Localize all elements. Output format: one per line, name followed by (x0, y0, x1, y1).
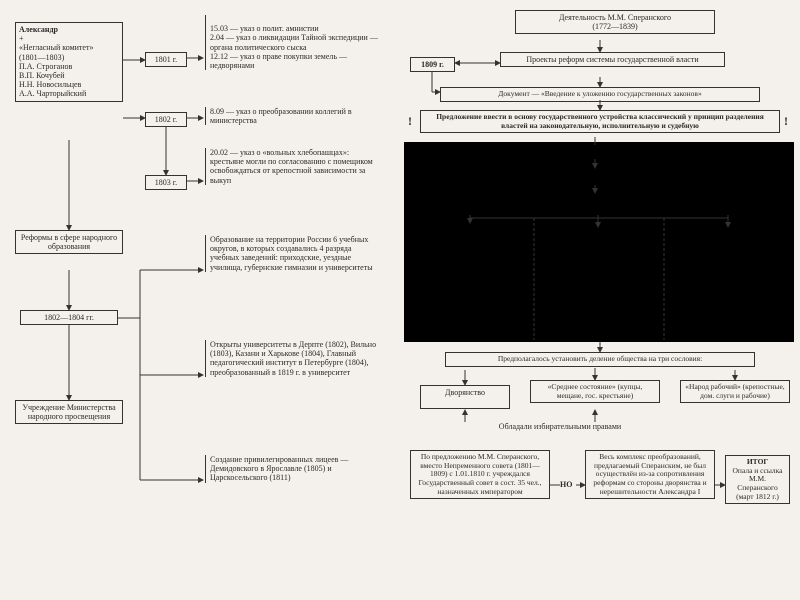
estate-3: «Народ рабочий» (крепостные, дом. слуги … (680, 380, 790, 403)
year-1802-1804: 1802—1804 гг. (20, 310, 118, 325)
estates-intro: Предполагалось установить деление общест… (445, 352, 755, 367)
no-label: НО (560, 480, 572, 489)
decree-1802: 8.09 — указ о преобразовании коллегий в … (205, 107, 380, 125)
council-box: Государственный совет — законодательно-с… (475, 193, 720, 216)
alex-names: П.А. Строганов В.П. Кочубей Н.Н. Новосил… (19, 62, 119, 99)
decree-1803: 20.02 — указ о «вольных хлебопашцах»: кр… (205, 148, 380, 185)
alex-title: Александр (19, 25, 119, 34)
year-1801: 1801 г. (145, 52, 187, 67)
emperor-box: Император (555, 168, 635, 186)
col1-1: Губернское управление (410, 255, 528, 270)
alex-years: (1801—1803) (19, 53, 119, 62)
col1-2: Окружное управление (410, 277, 528, 292)
estate-2: «Среднее состояние» (купцы, мещане, гос.… (530, 380, 660, 403)
excl-left: ! (408, 115, 412, 129)
col2-2: Окружная дума (540, 277, 658, 292)
alex-sub: «Негласный комитет» (19, 43, 119, 52)
col2-1: Губернская дума (540, 255, 658, 270)
spk-years: (1772—1839) (519, 22, 711, 31)
col3-label: Судебная власть (670, 320, 788, 329)
decree-1802-text: 8.09 — указ о преобразовании коллегий в … (210, 107, 352, 125)
decree-1801-text: 15.03 — указ о полит. амнистии 2.04 — ук… (210, 24, 378, 70)
offer-box: Предложение ввести в основу государствен… (420, 110, 780, 133)
excl-right: ! (784, 115, 788, 129)
edu-text-2: Открыты университеты в Дерпте (1802), Ви… (205, 340, 380, 377)
col3-3: Волостной суд (670, 299, 788, 314)
col3-1: Губернский суд (670, 255, 788, 270)
decree-1803-text: 20.02 — указ о «вольных хлебопашцах»: кр… (210, 148, 373, 185)
edu-reform-box: Реформы в сфере народного образования (15, 230, 123, 254)
year-1803: 1803 г. (145, 175, 187, 190)
alex-plus: + (19, 34, 119, 43)
alexander-box: Александр + «Негласный комитет» (1801—18… (15, 22, 123, 102)
col3-2: Окружной суд (670, 277, 788, 292)
edu-text-1: Образование на территории России 6 учебн… (205, 235, 380, 272)
col3-0: Судебный Сенат (670, 227, 788, 242)
itog-t: Опала и ссылка М.М. Сперанского (март 18… (729, 467, 786, 502)
proekt-box: ПРОЕКТ (565, 145, 625, 158)
ministry-box: Учреждение Министерства народного просве… (15, 400, 123, 424)
col1-0: Правительствующий Сенат + Министерства (410, 223, 528, 249)
estate-1: Дворянство (420, 385, 510, 409)
result-2: Весь комплекс преобразований, предлагаем… (585, 450, 715, 499)
col1-3: Волостное управление (410, 299, 528, 314)
itog-box: ИТОГ Опала и ссылка М.М. Сперанского (ма… (725, 455, 790, 504)
spk-title: Деятельность М.М. Сперанского (519, 13, 711, 22)
col2-3: Волостная дума (540, 299, 658, 314)
rights-label: Обладали избирательными правами (450, 422, 670, 431)
col2-label: Законодательная власть (540, 320, 658, 329)
col1-label: Исполнительная власть (410, 320, 528, 329)
year-1802: 1802 г. (145, 112, 187, 127)
year-1809: 1809 г. (410, 57, 455, 72)
decree-1801: 15.03 — указ о полит. амнистии 2.04 — ук… (205, 15, 380, 70)
speransky-title-box: Деятельность М.М. Сперанского (1772—1839… (515, 10, 715, 34)
col2-0: Государственная дума (540, 227, 658, 242)
result-1: По предложению М.М. Сперанского, вместо … (410, 450, 550, 499)
document-box: Документ — «Введение к уложению государс… (440, 87, 760, 102)
projects-box: Проекты реформ системы государственной в… (500, 52, 725, 67)
edu-text-3: Создание привилегированных лицеев — Деми… (205, 455, 380, 483)
